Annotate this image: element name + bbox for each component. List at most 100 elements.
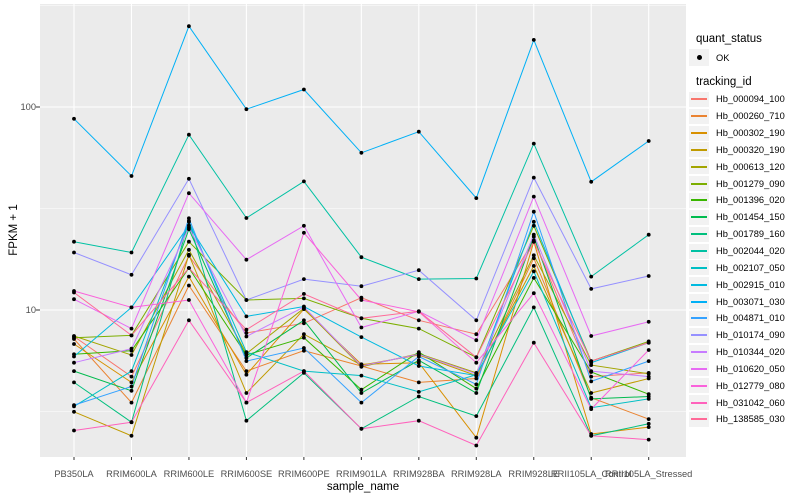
data-point: [244, 331, 249, 335]
legend-key-line: [691, 300, 707, 303]
data-point: [302, 321, 306, 326]
legend-key-swatch: [689, 277, 709, 293]
data-point: [187, 216, 191, 221]
tracking-id-items: Hb_000094_100 Hb_000260_710 Hb_000302_190 H…: [689, 91, 799, 428]
data-point: [531, 232, 536, 237]
data-point: [129, 305, 134, 310]
legend-item-label: Hb_010620_050: [716, 363, 785, 374]
data-point: [129, 369, 134, 373]
legend-key-swatch: [689, 344, 709, 360]
data-point: [187, 274, 191, 279]
data-point: [72, 428, 76, 433]
data-point: [416, 268, 421, 273]
quant-status-key: [689, 49, 709, 66]
data-point: [129, 250, 134, 255]
x-tick-label-PB350LA: PB350LA: [54, 469, 94, 479]
data-point: [187, 225, 191, 230]
legend-item-label: Hb_001396_020: [716, 195, 785, 206]
legend-item-Hb_004871_010: Hb_004871_010: [689, 310, 799, 327]
legend-key-line: [691, 148, 707, 151]
legend-item-label: Hb_002915_010: [716, 279, 785, 290]
legend-key-swatch: [689, 176, 709, 192]
data-point: [302, 332, 306, 337]
data-point: [129, 326, 134, 331]
data-point: [646, 371, 651, 376]
data-point: [416, 364, 421, 368]
data-point: [474, 414, 479, 418]
data-point: [474, 276, 479, 281]
data-point: [244, 314, 249, 319]
data-point: [302, 369, 306, 373]
data-point: [244, 216, 249, 220]
data-point: [531, 194, 536, 199]
data-point: [359, 373, 364, 378]
data-point: [359, 316, 364, 321]
data-point: [359, 150, 364, 155]
data-point: [187, 239, 191, 244]
data-point: [129, 433, 134, 438]
data-point: [129, 174, 134, 178]
y-tick-label-100: 100: [20, 101, 36, 112]
legend-key-line: [691, 367, 707, 370]
x-tick-label-RRIM928LE: RRIM928LE: [508, 469, 560, 479]
data-point: [359, 255, 364, 260]
y-tick-label-10: 10: [25, 304, 36, 315]
legend-key-swatch: [689, 108, 709, 124]
x-tick-label-RRII105LA_Control: RRII105LA_Control: [550, 469, 632, 479]
legend-item-label: Hb_002107_050: [716, 262, 785, 273]
data-point: [72, 297, 76, 302]
legend-key-line: [691, 182, 707, 185]
data-point: [129, 374, 134, 379]
data-point: [244, 391, 249, 395]
data-point: [129, 388, 134, 393]
data-point: [589, 359, 594, 363]
data-point: [416, 418, 421, 423]
data-point: [474, 435, 479, 440]
data-point: [589, 407, 594, 411]
data-point: [589, 274, 594, 279]
legend-item-Hb_010174_090: Hb_010174_090: [689, 327, 799, 344]
legend-key-line: [691, 250, 707, 253]
data-point: [72, 250, 76, 255]
legend-key-line: [691, 334, 707, 337]
legend-item-Hb_000260_710: Hb_000260_710: [689, 108, 799, 125]
data-point: [474, 371, 479, 376]
legend-key-swatch: [689, 159, 709, 175]
data-point: [416, 318, 421, 323]
data-point: [72, 403, 76, 407]
legend-item-Hb_000094_100: Hb_000094_100: [689, 91, 799, 108]
data-point: [474, 360, 479, 365]
data-point: [359, 335, 364, 339]
legend-key-swatch: [689, 327, 709, 343]
data-point: [244, 257, 249, 262]
data-point: [72, 369, 76, 373]
legend-key-line: [691, 351, 707, 354]
data-point: [302, 346, 306, 350]
data-point: [244, 400, 249, 405]
legend-key-swatch: [689, 226, 709, 242]
data-point: [646, 348, 651, 352]
legend-key-line: [691, 401, 707, 404]
data-point: [416, 309, 421, 314]
data-point: [244, 334, 249, 339]
legend-key-swatch: [689, 310, 709, 326]
data-point: [646, 139, 651, 143]
data-point: [72, 239, 76, 244]
data-point: [187, 176, 191, 181]
legend-key-line: [691, 283, 707, 286]
data-point: [474, 376, 479, 381]
legend-item-label: Hb_010174_090: [716, 330, 785, 341]
data-point: [646, 417, 651, 421]
legend-key-line: [691, 165, 707, 168]
data-point: [244, 107, 249, 112]
data-point: [416, 129, 421, 134]
data-point: [244, 369, 249, 373]
data-point: [72, 335, 76, 340]
data-point: [416, 390, 421, 394]
legend-key-line: [691, 418, 707, 421]
legend-key-line: [691, 132, 707, 135]
data-point: [589, 379, 594, 384]
data-point: [244, 418, 249, 423]
data-point: [72, 354, 76, 359]
